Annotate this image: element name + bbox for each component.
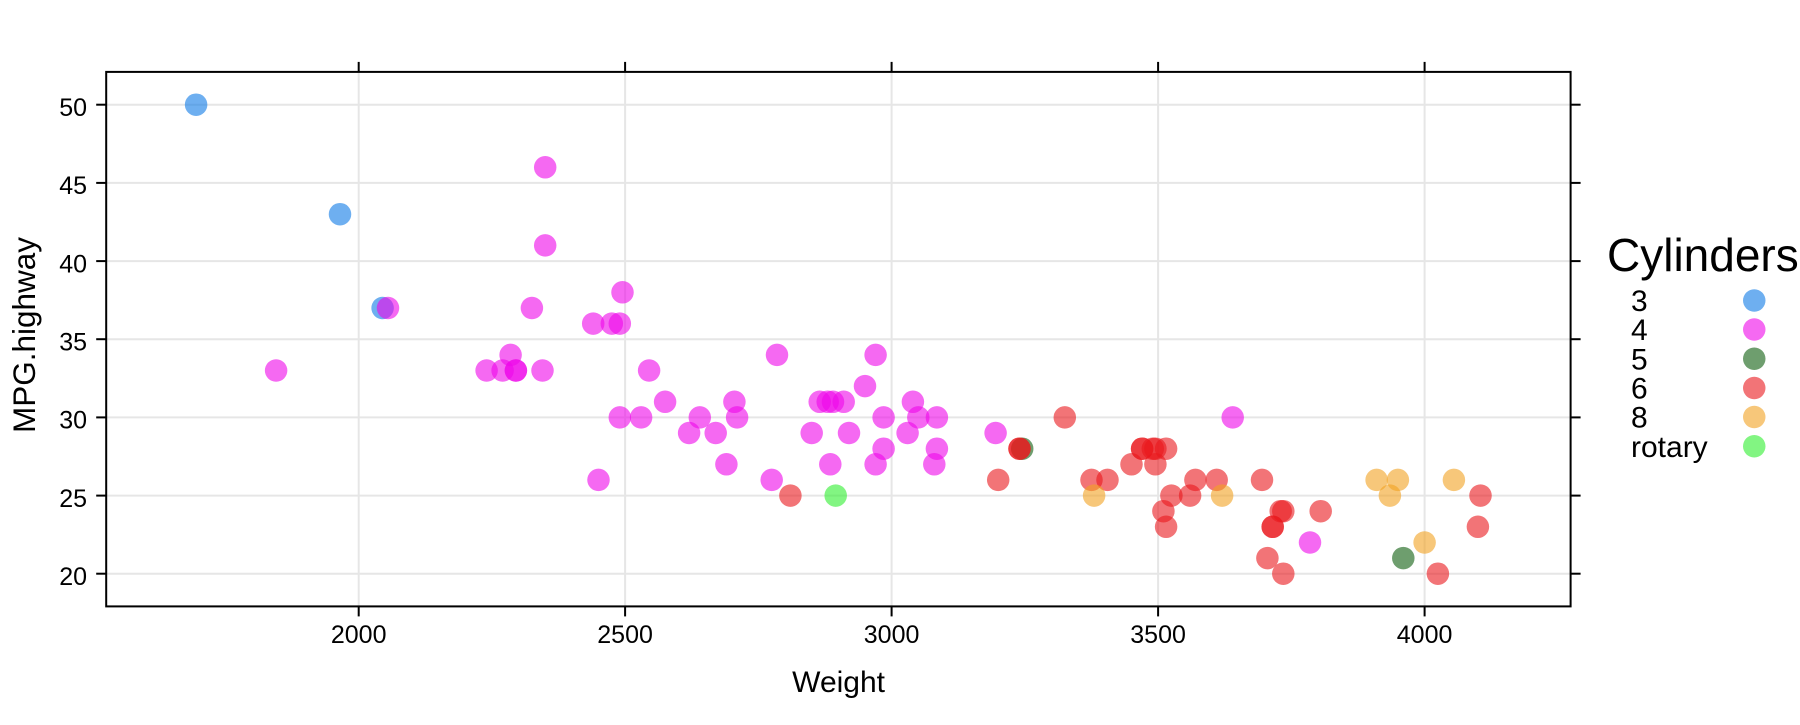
svg-text:20: 20 (59, 563, 87, 591)
svg-text:40: 40 (59, 250, 87, 278)
svg-text:2500: 2500 (597, 621, 653, 649)
svg-text:3500: 3500 (1130, 621, 1186, 649)
svg-text:45: 45 (59, 172, 87, 200)
svg-text:Weight: Weight (792, 666, 885, 699)
svg-text:6: 6 (1631, 373, 1648, 406)
svg-text:50: 50 (59, 94, 87, 122)
svg-text:MPG.highway: MPG.highway (6, 237, 42, 433)
svg-text:5: 5 (1631, 343, 1648, 376)
svg-text:30: 30 (59, 407, 87, 435)
svg-text:25: 25 (59, 485, 87, 513)
svg-text:3000: 3000 (864, 621, 920, 649)
svg-text:4: 4 (1631, 314, 1648, 347)
svg-text:8: 8 (1631, 402, 1648, 435)
svg-text:35: 35 (59, 329, 87, 357)
svg-text:2000: 2000 (331, 621, 387, 649)
svg-text:4000: 4000 (1397, 621, 1453, 649)
svg-text:rotary: rotary (1631, 431, 1708, 464)
svg-text:3: 3 (1631, 285, 1648, 318)
svg-text:Cylinders: Cylinders (1607, 229, 1799, 281)
